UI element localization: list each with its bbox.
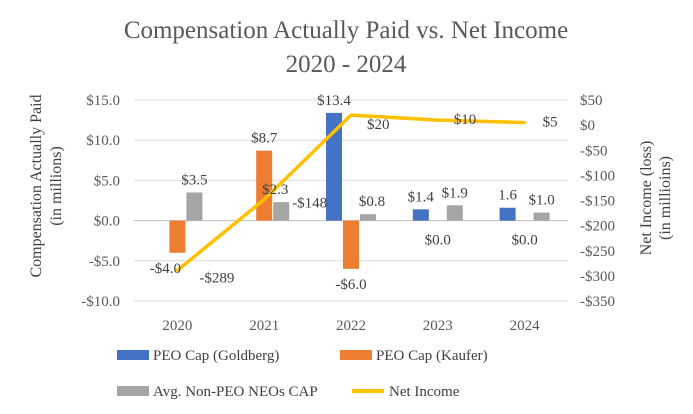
legend-swatch-non-peo xyxy=(117,386,149,396)
y-tick-label: -$10.0 xyxy=(81,294,120,310)
net-income-point xyxy=(436,118,440,122)
legend-label-non-peo: Avg. Non-PEO NEOs CAP xyxy=(153,384,318,400)
bar-data-label: 1.6 xyxy=(498,188,517,204)
y-tick-label: $10.0 xyxy=(86,133,120,149)
net-income-point xyxy=(349,113,353,117)
net-income-point xyxy=(262,197,266,201)
bar-data-label: -$4.0 xyxy=(150,261,181,277)
bar-avg-non-peo-neos-cap xyxy=(273,202,290,221)
legend-label-net-income: Net Income xyxy=(389,384,460,400)
bar-data-label: $0.0 xyxy=(425,233,451,249)
bar-avg-non-peo-neos-cap xyxy=(533,212,550,221)
line-data-label: $5 xyxy=(543,115,558,131)
bar-peo-cap-goldberg- xyxy=(326,112,342,221)
line-data-label: $20 xyxy=(367,117,390,133)
bar-data-label: $0.0 xyxy=(511,233,537,249)
y2-axis-title-line-2: (in millioins) xyxy=(657,156,674,240)
line-data-label: $10 xyxy=(454,112,477,128)
bars xyxy=(169,112,550,269)
y-tick-label: -$5.0 xyxy=(89,254,120,270)
y-tick-label: $15.0 xyxy=(86,93,120,109)
bar-data-label: $3.5 xyxy=(181,172,207,188)
x-tick-label: 2023 xyxy=(423,318,453,334)
y2-tick-label: -$50 xyxy=(580,143,608,159)
y2-tick-label: -$250 xyxy=(580,244,615,260)
y-tick-label: $0.0 xyxy=(94,214,120,230)
y2-tick-label: $50 xyxy=(580,93,603,109)
x-axis-ticks: 2020 2021 2022 2023 2024 xyxy=(162,318,540,334)
chart-title-line-1: Compensation Actually Paid vs. Net Incom… xyxy=(124,17,568,44)
line-data-label: -$289 xyxy=(199,270,234,286)
chart-title-line-2: 2020 - 2024 xyxy=(286,51,407,78)
net-income-line-group xyxy=(175,113,527,272)
data-labels: $13.4 $1.4 1.6 -$4.0 $8.7 -$6.0 $0.0 $0.0 $3.5 $2… xyxy=(150,93,558,293)
line-data-label: -$148 xyxy=(292,195,327,211)
legend-swatch-kaufer xyxy=(340,350,372,360)
y-axis-ticks: $15.0 $10.0 $5.0 $0.0 -$5.0 -$10.0 xyxy=(81,93,120,310)
y2-axis-title-line-1: Net Income (loss) xyxy=(638,141,655,256)
legend: PEO Cap (Goldberg) PEO Cap (Kaufer) Avg.… xyxy=(117,348,488,400)
bar-peo-cap-kaufer- xyxy=(343,220,359,269)
legend-label-goldberg: PEO Cap (Goldberg) xyxy=(153,348,279,364)
x-tick-label: 2022 xyxy=(336,318,366,334)
y2-tick-label: -$300 xyxy=(580,269,615,285)
bar-data-label: $8.7 xyxy=(251,131,278,147)
y2-tick-label: -$100 xyxy=(580,168,615,184)
y2-tick-label: -$150 xyxy=(580,194,615,210)
bar-peo-cap-goldberg- xyxy=(499,207,516,221)
x-tick-label: 2021 xyxy=(249,318,279,334)
bar-avg-non-peo-neos-cap xyxy=(360,214,376,221)
net-income-point xyxy=(523,121,527,125)
y-axis-title-line-1: Compensation Actually Paid xyxy=(28,94,45,277)
net-income-point xyxy=(175,268,179,272)
y2-tick-label: $0 xyxy=(580,118,595,134)
legend-label-kaufer: PEO Cap (Kaufer) xyxy=(376,348,488,364)
x-tick-label: 2020 xyxy=(162,318,192,334)
bar-data-label: $1.0 xyxy=(528,193,554,209)
bar-data-label: $2.3 xyxy=(262,182,288,198)
y-tick-label: $5.0 xyxy=(94,173,120,189)
x-tick-label: 2024 xyxy=(510,318,541,334)
y2-tick-label: -$200 xyxy=(580,219,615,235)
bar-data-label: $1.4 xyxy=(408,189,435,205)
y2-tick-label: -$350 xyxy=(580,294,615,310)
bar-peo-cap-goldberg- xyxy=(412,209,429,221)
bar-data-label: -$6.0 xyxy=(335,277,366,293)
legend-swatch-goldberg xyxy=(117,350,149,360)
bar-avg-non-peo-neos-cap xyxy=(186,192,203,221)
y2-axis-ticks: $50 $0 -$50 -$100 -$150 -$200 -$250 -$300 -$350 xyxy=(580,93,615,310)
bar-data-label: $13.4 xyxy=(317,93,351,109)
y-axis-title-line-2: (in millions) xyxy=(48,146,65,226)
bar-data-label: $0.8 xyxy=(359,194,385,210)
bar-peo-cap-kaufer- xyxy=(169,220,186,253)
bar-data-label: $1.9 xyxy=(442,185,468,201)
bar-avg-non-peo-neos-cap xyxy=(446,205,463,221)
